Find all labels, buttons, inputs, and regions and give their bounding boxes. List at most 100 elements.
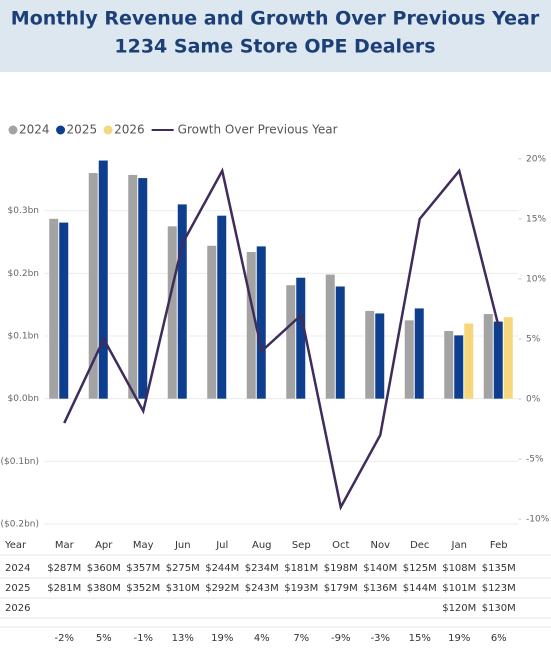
row-label: 2024 bbox=[5, 563, 30, 574]
row-label: 2026 bbox=[5, 603, 30, 614]
row-label: 2025 bbox=[5, 583, 30, 594]
table-cell: $179M bbox=[324, 583, 358, 594]
y2-tick-label: 15% bbox=[526, 214, 546, 224]
bar bbox=[493, 321, 503, 399]
table-cell: 4% bbox=[254, 633, 270, 644]
y2-tick-label: 20% bbox=[526, 154, 546, 164]
bar bbox=[286, 285, 296, 399]
x-tick-label: Jul bbox=[215, 540, 228, 551]
bar bbox=[246, 252, 256, 399]
y2-tick-label: 10% bbox=[526, 274, 546, 284]
table-cell: $310M bbox=[166, 583, 200, 594]
table-cell: -1% bbox=[134, 633, 153, 644]
table-cell: $380M bbox=[87, 583, 121, 594]
bar bbox=[217, 215, 227, 399]
bar bbox=[325, 274, 335, 399]
x-tick-label: Sep bbox=[292, 540, 311, 551]
bar bbox=[454, 335, 464, 399]
table-cell: 19% bbox=[448, 633, 470, 644]
y-tick-label: $0.0bn bbox=[8, 394, 39, 404]
table-cell: $352M bbox=[126, 583, 160, 594]
table-cell: $120M bbox=[442, 603, 476, 614]
table-cell: $181M bbox=[284, 563, 318, 574]
table-cell: $360M bbox=[87, 563, 121, 574]
table-cell: 15% bbox=[409, 633, 431, 644]
bar bbox=[414, 308, 424, 399]
bar bbox=[404, 320, 414, 399]
y-tick-label: $0.2bn bbox=[8, 269, 39, 279]
chart-title: Monthly Revenue and Growth Over Previous… bbox=[11, 8, 540, 30]
table-cell: $292M bbox=[205, 583, 239, 594]
bar bbox=[59, 222, 69, 399]
x-tick-label: Feb bbox=[490, 540, 508, 551]
bar bbox=[98, 160, 108, 399]
table-cell: $243M bbox=[245, 583, 279, 594]
legend-marker bbox=[103, 125, 113, 135]
y2-tick-label: -5% bbox=[526, 455, 544, 465]
table-cell: $125M bbox=[403, 563, 437, 574]
x-tick-label: Jan bbox=[451, 540, 467, 551]
table-cell: $287M bbox=[47, 563, 81, 574]
table-label: Year bbox=[4, 540, 27, 551]
table-cell: $123M bbox=[482, 583, 516, 594]
table-cell: -2% bbox=[55, 633, 74, 644]
bar bbox=[365, 310, 375, 399]
table-cell: $130M bbox=[482, 603, 516, 614]
bar bbox=[207, 245, 217, 399]
table-cell: 5% bbox=[96, 633, 112, 644]
table-cell: $135M bbox=[482, 563, 516, 574]
bar bbox=[256, 246, 266, 399]
bar bbox=[177, 204, 187, 399]
table-cell: $193M bbox=[284, 583, 318, 594]
table-cell: $144M bbox=[403, 583, 437, 594]
y-tick-label: $0.3bn bbox=[8, 206, 39, 216]
bar bbox=[464, 323, 474, 399]
bar bbox=[444, 330, 454, 399]
table-cell: $198M bbox=[324, 563, 358, 574]
legend-label: 2025 bbox=[67, 123, 98, 137]
y-tick-label: ($0.1bn) bbox=[1, 457, 39, 467]
title-band bbox=[0, 0, 551, 72]
x-tick-label: Aug bbox=[252, 540, 272, 551]
legend-label: 2024 bbox=[19, 123, 50, 137]
bar bbox=[128, 174, 138, 399]
legend-marker bbox=[56, 125, 66, 135]
table-cell: -9% bbox=[331, 633, 350, 644]
table-cell: 7% bbox=[293, 633, 309, 644]
bar bbox=[138, 178, 148, 399]
table-cell: 19% bbox=[211, 633, 233, 644]
x-tick-label: May bbox=[133, 540, 154, 551]
bar bbox=[167, 226, 177, 399]
bar bbox=[375, 313, 385, 399]
table-cell: $108M bbox=[442, 563, 476, 574]
legend-marker bbox=[8, 125, 18, 135]
x-tick-label: Nov bbox=[370, 540, 390, 551]
table-cell: $136M bbox=[363, 583, 397, 594]
table-cell: $357M bbox=[126, 563, 160, 574]
table-cell: $101M bbox=[442, 583, 476, 594]
x-tick-label: Oct bbox=[332, 540, 349, 551]
x-tick-label: Mar bbox=[55, 540, 75, 551]
bar bbox=[503, 317, 513, 399]
legend-label: Growth Over Previous Year bbox=[178, 123, 338, 137]
y-tick-label: ($0.2bn) bbox=[1, 520, 39, 530]
bar bbox=[88, 173, 98, 399]
table-cell: 6% bbox=[491, 633, 507, 644]
table-cell: $244M bbox=[205, 563, 239, 574]
bar bbox=[335, 286, 345, 399]
x-tick-label: Jun bbox=[174, 540, 191, 551]
table-cell: $234M bbox=[245, 563, 279, 574]
y2-tick-label: -10% bbox=[526, 515, 550, 525]
table-cell: $281M bbox=[47, 583, 81, 594]
y2-tick-label: 5% bbox=[526, 335, 541, 345]
y-tick-label: $0.1bn bbox=[8, 332, 39, 342]
legend-label: 2026 bbox=[114, 123, 145, 137]
growth-line bbox=[63, 167, 500, 511]
table-cell: -3% bbox=[371, 633, 390, 644]
table-cell: $275M bbox=[166, 563, 200, 574]
table-cell: $140M bbox=[363, 563, 397, 574]
x-tick-label: Apr bbox=[95, 540, 113, 551]
chart-subtitle: 1234 Same Store OPE Dealers bbox=[114, 36, 435, 58]
bar bbox=[483, 314, 493, 399]
